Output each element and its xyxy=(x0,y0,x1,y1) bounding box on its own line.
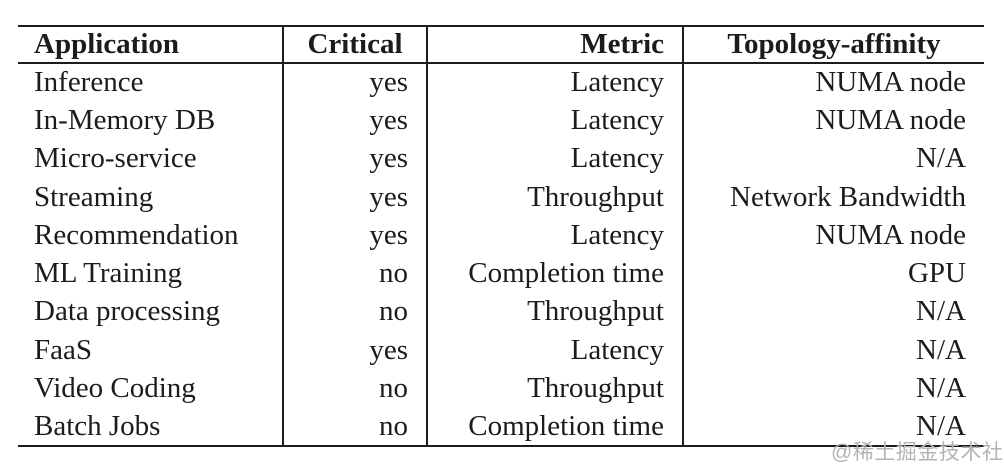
table-row: In-Memory DB yes Latency NUMA node xyxy=(18,101,984,140)
header-row: Application Critical Metric Topology-aff… xyxy=(18,26,984,64)
watermark: @稀土掘金技术社区 xyxy=(831,441,1004,464)
table-row: Recommendation yes Latency NUMA node xyxy=(18,216,984,255)
cell-topology-affinity: NUMA node xyxy=(682,216,984,255)
table-row: Batch Jobs no Completion time N/A xyxy=(18,407,984,446)
cell-application: Video Coding xyxy=(34,372,196,405)
cell-critical: yes xyxy=(282,177,427,217)
column-header-application: Application xyxy=(18,26,283,64)
cell-application: FaaS xyxy=(34,333,92,366)
cell-application: Recommendation xyxy=(34,218,239,251)
cell-critical: no xyxy=(282,407,427,446)
table-row: Data processing no Throughput N/A xyxy=(18,292,984,332)
column-header-metric: Metric xyxy=(426,26,683,64)
cell-critical: yes xyxy=(282,331,427,370)
cell-critical: no xyxy=(282,254,427,293)
applications-table-container: Application Critical Metric Topology-aff… xyxy=(18,25,984,447)
cell-critical: yes xyxy=(282,101,427,140)
table-row: Micro-service yes Latency N/A xyxy=(18,139,984,178)
cell-application: Data processing xyxy=(34,295,221,328)
cell-critical: no xyxy=(282,292,427,332)
cell-topology-affinity: N/A xyxy=(682,292,984,332)
cell-topology-affinity: N/A xyxy=(682,331,984,370)
cell-critical: no xyxy=(282,369,427,408)
cell-application: Micro-service xyxy=(34,142,197,175)
table-row: FaaS yes Latency N/A xyxy=(18,331,984,370)
cell-metric: Throughput xyxy=(426,177,683,217)
table-row: ML Training no Completion time GPU xyxy=(18,254,984,293)
cell-application: Batch Jobs xyxy=(34,409,161,442)
cell-topology-affinity: N/A xyxy=(682,139,984,178)
cell-critical: yes xyxy=(282,63,427,102)
cell-metric: Latency xyxy=(426,216,683,255)
cell-metric: Completion time xyxy=(426,407,683,446)
cell-metric: Throughput xyxy=(426,292,683,332)
cell-application: Inference xyxy=(34,66,144,99)
cell-application: ML Training xyxy=(34,257,182,290)
cell-critical: yes xyxy=(282,139,427,178)
cell-topology-affinity: N/A xyxy=(682,369,984,408)
cell-metric: Latency xyxy=(426,139,683,178)
cell-metric: Latency xyxy=(426,331,683,370)
cell-application: In-Memory DB xyxy=(34,103,216,136)
cell-metric: Latency xyxy=(426,101,683,140)
cell-metric: Completion time xyxy=(426,254,683,293)
column-header-critical: Critical xyxy=(282,26,427,64)
cell-topology-affinity: N/A xyxy=(682,407,984,446)
cell-critical: yes xyxy=(282,216,427,255)
cell-application: Streaming xyxy=(34,180,154,213)
cell-metric: Throughput xyxy=(426,369,683,408)
table-row: Video Coding no Throughput N/A xyxy=(18,369,984,408)
cell-topology-affinity: Network Bandwidth xyxy=(682,177,984,217)
applications-table: Application Critical Metric Topology-aff… xyxy=(18,25,984,447)
cell-topology-affinity: GPU xyxy=(682,254,984,293)
column-header-topology-affinity: Topology-affinity xyxy=(682,26,984,64)
table-row: Inference yes Latency NUMA node xyxy=(18,63,984,102)
cell-metric: Latency xyxy=(426,63,683,102)
table-row: Streaming yes Throughput Network Bandwidth xyxy=(18,177,984,217)
cell-topology-affinity: NUMA node xyxy=(682,63,984,102)
cell-topology-affinity: NUMA node xyxy=(682,101,984,140)
